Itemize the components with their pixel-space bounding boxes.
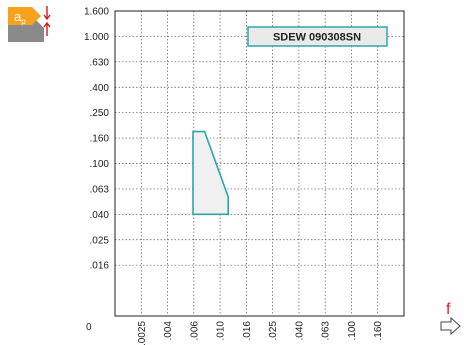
y-tick-label: 1.000 [84,32,109,43]
y-tick-label: .160 [90,134,110,145]
x-tick-label: .100 [347,321,358,341]
y-tick-label: .250 [90,108,110,119]
legend: SDEW 090308SN [247,26,388,47]
feed-indicator: f [440,301,461,336]
legend-box [247,26,388,47]
x-tick-label: .063 [321,321,332,341]
depth-symbol: ap [14,9,26,26]
x-tick-label: .004 [163,321,174,341]
x-tick-label: .040 [294,321,305,341]
x-tick-label: .0025 [137,321,148,345]
depth-arrowhead [43,21,51,28]
x-tick-label: .006 [189,321,200,341]
y-tick-label: .025 [90,235,110,246]
x-tick-label: .160 [373,321,384,341]
insert-shape [8,7,41,25]
y-axis-ticks: 1.600 1.000 .630 .400 .250 .160 .100 .063 .040 .0… [84,7,109,272]
origin-label: 0 [86,322,92,333]
depth-arrowhead [43,14,51,21]
y-tick-label: .400 [90,83,110,94]
x-tick-label: .025 [268,321,279,341]
y-tick-label: .040 [90,210,110,221]
x-axis-ticks: .0025 .004 .006 .010 .016 .025 .040 .063 .100 .16… [137,321,384,345]
depth-of-cut-insert-icon: ap [8,6,51,42]
chart-grid [115,11,404,316]
y-tick-label: .100 [90,159,110,170]
right-arrow-outline-icon [440,316,461,336]
feed-label: f [446,301,451,318]
y-tick-label: .630 [90,57,110,68]
y-tick-label: .016 [90,261,110,272]
legend-label: SDEW 090308SN [273,32,361,44]
cutting-range-region [192,130,229,216]
x-tick-label: .016 [242,321,253,341]
y-tick-label: 1.600 [84,7,109,18]
x-tick-label: .010 [216,321,227,341]
plot-frame [114,10,405,317]
y-tick-label: .063 [90,184,110,195]
